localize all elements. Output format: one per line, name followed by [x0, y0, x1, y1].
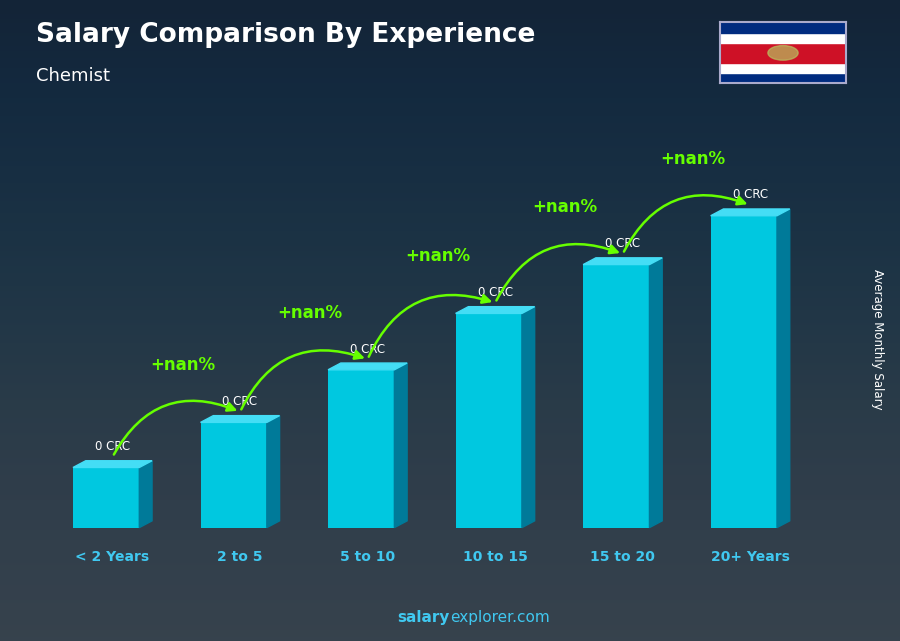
Text: +nan%: +nan%	[277, 304, 343, 322]
Text: +nan%: +nan%	[405, 247, 471, 265]
Bar	[711, 216, 777, 528]
Polygon shape	[73, 461, 152, 467]
Bar	[455, 313, 522, 528]
Polygon shape	[140, 461, 152, 528]
Text: Salary Comparison By Experience: Salary Comparison By Experience	[36, 22, 536, 49]
Bar	[201, 422, 266, 528]
Text: explorer.com: explorer.com	[450, 610, 550, 625]
Text: +nan%: +nan%	[533, 199, 598, 217]
Text: +nan%: +nan%	[661, 149, 725, 168]
Polygon shape	[266, 415, 280, 528]
Bar	[720, 43, 846, 63]
Polygon shape	[201, 415, 280, 422]
Text: Chemist: Chemist	[36, 67, 110, 85]
Text: +nan%: +nan%	[150, 356, 215, 374]
Polygon shape	[328, 363, 407, 370]
Text: 10 to 15: 10 to 15	[463, 550, 527, 564]
Bar	[328, 370, 394, 528]
Text: 2 to 5: 2 to 5	[217, 550, 263, 564]
Bar	[720, 33, 846, 43]
Bar	[73, 467, 140, 528]
Polygon shape	[394, 363, 407, 528]
Text: 20+ Years: 20+ Years	[711, 550, 789, 564]
Polygon shape	[455, 306, 535, 313]
Polygon shape	[711, 209, 789, 216]
Bar	[720, 73, 846, 83]
Bar	[720, 63, 846, 73]
Polygon shape	[650, 258, 662, 528]
Text: 0 CRC: 0 CRC	[733, 188, 768, 201]
Text: 0 CRC: 0 CRC	[605, 237, 640, 250]
Text: Average Monthly Salary: Average Monthly Salary	[871, 269, 884, 410]
Text: 0 CRC: 0 CRC	[478, 286, 513, 299]
Text: 0 CRC: 0 CRC	[222, 395, 257, 408]
Polygon shape	[522, 306, 535, 528]
Text: 5 to 10: 5 to 10	[340, 550, 395, 564]
Text: salary: salary	[398, 610, 450, 625]
Bar	[720, 22, 846, 33]
Text: 15 to 20: 15 to 20	[590, 550, 655, 564]
Bar	[583, 265, 650, 528]
Polygon shape	[583, 258, 662, 265]
Circle shape	[768, 46, 798, 60]
Text: 0 CRC: 0 CRC	[95, 440, 130, 453]
Text: < 2 Years: < 2 Years	[76, 550, 149, 564]
Polygon shape	[777, 209, 789, 528]
Text: 0 CRC: 0 CRC	[350, 342, 385, 356]
